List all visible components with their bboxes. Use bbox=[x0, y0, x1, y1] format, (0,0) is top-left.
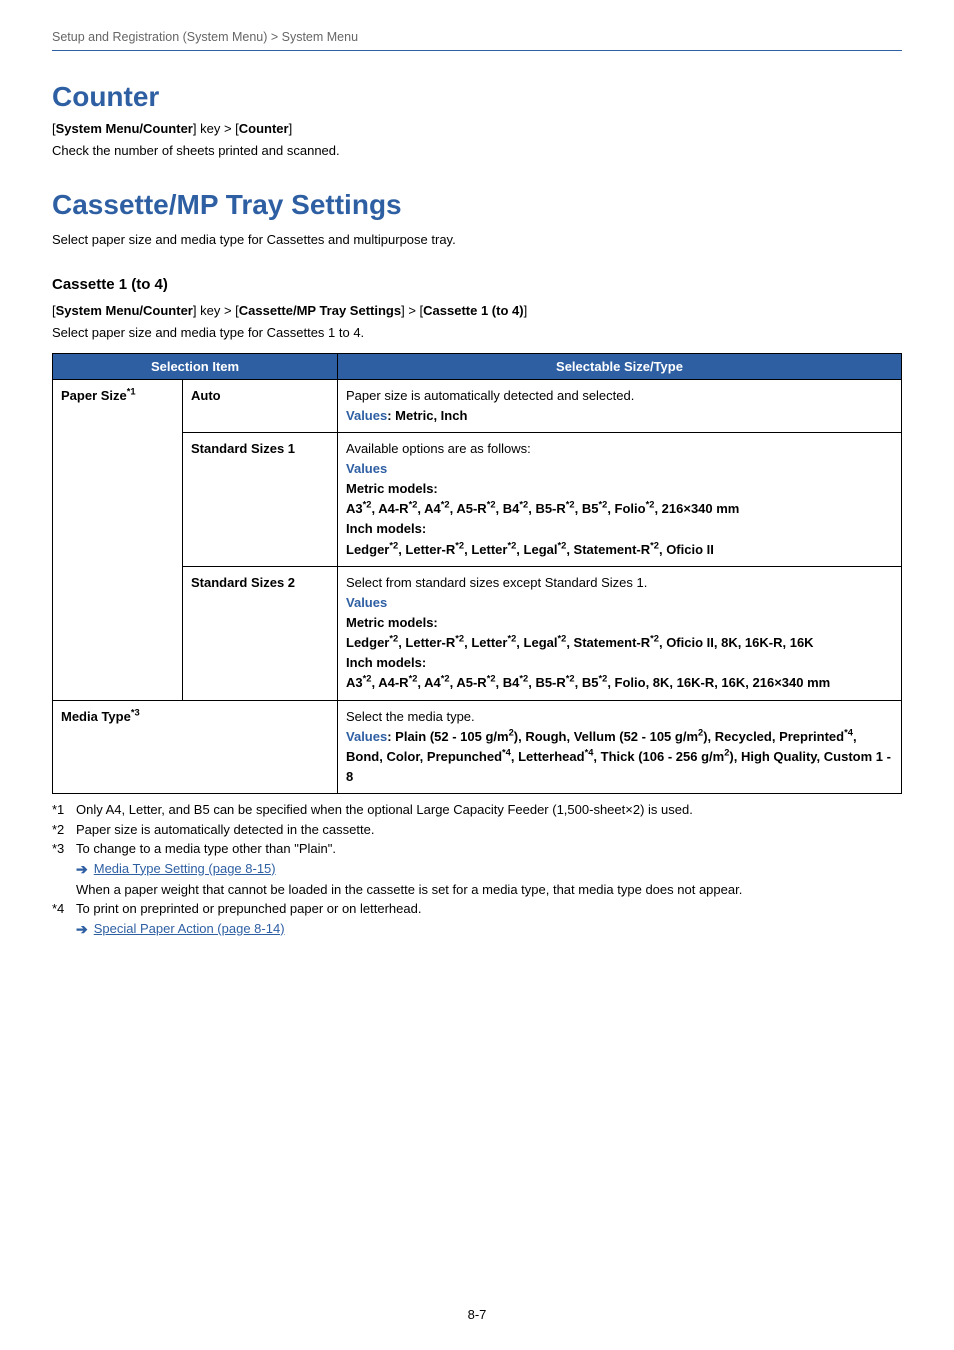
values-label: Values bbox=[346, 461, 387, 476]
footnote-3: *3 To change to a media type other than … bbox=[52, 839, 902, 859]
footnote-key: *2 bbox=[52, 820, 76, 840]
footnote-4: *4 To print on preprinted or prepunched … bbox=[52, 899, 902, 919]
values-label: Values bbox=[346, 595, 387, 610]
footnote-key: *4 bbox=[52, 899, 76, 919]
link-special-paper-action[interactable]: Special Paper Action (page 8-14) bbox=[94, 919, 285, 939]
breadcrumb: Setup and Registration (System Menu) > S… bbox=[52, 30, 902, 51]
inch-sizes: A3*2, A4-R*2, A4*2, A5-R*2, B4*2, B5-R*2… bbox=[346, 675, 830, 690]
cell-std2-desc: Select from standard sizes except Standa… bbox=[338, 566, 902, 700]
footnote-body: Only A4, Letter, and B5 can be specified… bbox=[76, 800, 902, 820]
text: ] bbox=[524, 303, 528, 318]
footnote-key: *1 bbox=[52, 800, 76, 820]
arrow-icon: ➔ bbox=[76, 859, 88, 880]
nav-key: Cassette/MP Tray Settings bbox=[239, 303, 401, 318]
counter-nav-path: [System Menu/Counter] key > [Counter] bbox=[52, 121, 902, 136]
table-row: Media Type*3 Select the media type. Valu… bbox=[53, 700, 902, 794]
metric-sizes: A3*2, A4-R*2, A4*2, A5-R*2, B4*2, B5-R*2… bbox=[346, 501, 739, 516]
metric-label: Metric models: bbox=[346, 481, 438, 496]
text: ] > [ bbox=[401, 303, 423, 318]
th-selectable-size-type: Selectable Size/Type bbox=[338, 353, 902, 379]
footnote-key: *3 bbox=[52, 839, 76, 859]
text: ] key > [ bbox=[193, 121, 239, 136]
footnote-body: To change to a media type other than "Pl… bbox=[76, 839, 902, 859]
text: Available options are as follows: bbox=[346, 441, 531, 456]
section-title-cassette: Cassette/MP Tray Settings bbox=[52, 189, 902, 221]
text: ] key > [ bbox=[193, 303, 239, 318]
cell-std1-label: Standard Sizes 1 bbox=[183, 432, 338, 566]
nav-key: Cassette 1 (to 4) bbox=[423, 303, 523, 318]
arrow-icon: ➔ bbox=[76, 919, 88, 940]
inch-sizes: Ledger*2, Letter-R*2, Letter*2, Legal*2,… bbox=[346, 542, 714, 557]
link-media-type-setting[interactable]: Media Type Setting (page 8-15) bbox=[94, 859, 276, 879]
footnotes: *1 Only A4, Letter, and B5 can be specif… bbox=[52, 800, 902, 940]
cassette-intro: Select paper size and media type for Cas… bbox=[52, 231, 902, 250]
metric-label: Metric models: bbox=[346, 615, 438, 630]
label: Media Type bbox=[61, 709, 131, 724]
label: Paper Size bbox=[61, 388, 127, 403]
media-values: : Plain (52 - 105 g/m2), Rough, Vellum (… bbox=[346, 729, 891, 784]
cell-std2-label: Standard Sizes 2 bbox=[183, 566, 338, 700]
cell-auto-label: Auto bbox=[183, 379, 338, 432]
footnote-3-note: When a paper weight that cannot be loade… bbox=[76, 880, 902, 900]
footnote-body: To print on preprinted or prepunched pap… bbox=[76, 899, 902, 919]
table-row: Paper Size*1 Auto Paper size is automati… bbox=[53, 379, 902, 432]
text: ] bbox=[289, 121, 293, 136]
values-rest: : Metric, Inch bbox=[387, 408, 467, 423]
inch-label: Inch models: bbox=[346, 521, 426, 536]
cell-paper-size: Paper Size*1 bbox=[53, 379, 183, 700]
text: Select from standard sizes except Standa… bbox=[346, 575, 647, 590]
settings-table: Selection Item Selectable Size/Type Pape… bbox=[52, 353, 902, 795]
cell-std1-desc: Available options are as follows: Values… bbox=[338, 432, 902, 566]
values-label: Values bbox=[346, 408, 387, 423]
sup: *3 bbox=[131, 707, 140, 717]
metric-sizes: Ledger*2, Letter-R*2, Letter*2, Legal*2,… bbox=[346, 635, 814, 650]
values-label: Values bbox=[346, 729, 387, 744]
text: Select the media type. bbox=[346, 709, 475, 724]
page-number: 8-7 bbox=[0, 1307, 954, 1322]
footnote-body: Paper size is automatically detected in … bbox=[76, 820, 902, 840]
footnote-1: *1 Only A4, Letter, and B5 can be specif… bbox=[52, 800, 902, 820]
th-selection-item: Selection Item bbox=[53, 353, 338, 379]
subheading-cassette-1-4: Cassette 1 (to 4) bbox=[52, 276, 902, 293]
sup: *1 bbox=[127, 386, 136, 396]
footnote-3-link-row: ➔ Media Type Setting (page 8-15) bbox=[76, 859, 902, 880]
cell-media-desc: Select the media type. Values: Plain (52… bbox=[338, 700, 902, 794]
inch-label: Inch models: bbox=[346, 655, 426, 670]
counter-desc: Check the number of sheets printed and s… bbox=[52, 142, 902, 161]
table-header-row: Selection Item Selectable Size/Type bbox=[53, 353, 902, 379]
footnote-4-link-row: ➔ Special Paper Action (page 8-14) bbox=[76, 919, 902, 940]
text: Paper size is automatically detected and… bbox=[346, 388, 634, 403]
section-title-counter: Counter bbox=[52, 81, 902, 113]
text: When a paper weight that cannot be loade… bbox=[76, 880, 742, 900]
cassette-nav-path: [System Menu/Counter] key > [Cassette/MP… bbox=[52, 303, 902, 318]
nav-key: System Menu/Counter bbox=[56, 303, 193, 318]
nav-key: System Menu/Counter bbox=[56, 121, 193, 136]
footnote-2: *2 Paper size is automatically detected … bbox=[52, 820, 902, 840]
cell-auto-desc: Paper size is automatically detected and… bbox=[338, 379, 902, 432]
nav-key: Counter bbox=[239, 121, 289, 136]
cell-media-type: Media Type*3 bbox=[53, 700, 338, 794]
cassette-desc: Select paper size and media type for Cas… bbox=[52, 324, 902, 343]
document-page: Setup and Registration (System Menu) > S… bbox=[0, 0, 954, 1350]
